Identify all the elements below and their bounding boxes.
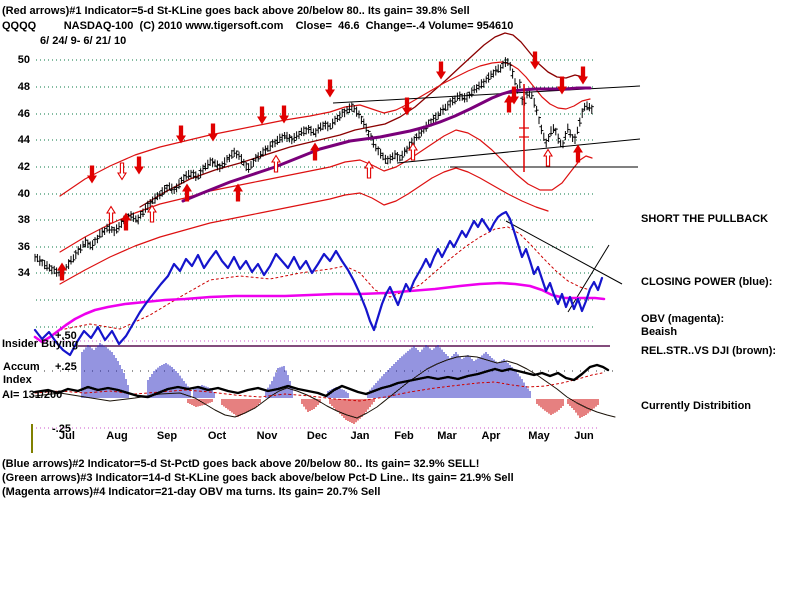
month-tick-aug: Aug	[106, 430, 128, 442]
y-axis-tick-40: 40	[17, 188, 30, 200]
indicator1-summary: (Red arrows)#1 Indicator=5-d St-KLine go…	[2, 5, 470, 17]
distribution-status: Currently Distribition	[641, 400, 752, 412]
ai-value-label: AI= 131/200	[2, 389, 63, 401]
ticker-status-line: QQQQ NASDAQ-100 (C) 2010 www.tigersoft.c…	[2, 20, 514, 32]
month-tick-mar: Mar	[437, 430, 457, 442]
osc-plus25-label: +.25	[55, 361, 77, 373]
y-axis-tick-34: 34	[17, 267, 30, 279]
short-pullback-annotation: SHORT THE PULLBACK	[641, 213, 769, 225]
month-tick-oct: Oct	[207, 430, 227, 442]
closing-power-label: CLOSING POWER (blue):	[641, 276, 773, 288]
obv-status: Beaish	[641, 326, 678, 338]
indicator3-summary: (Green arrows)#3 Indicator=14-d St-KLine…	[2, 472, 514, 484]
index-label: Index	[3, 374, 32, 386]
osc-minus25-label: -.25	[52, 423, 71, 435]
month-tick-jul: Jul	[59, 430, 75, 442]
month-tick-apr: Apr	[481, 430, 501, 442]
y-axis-tick-38: 38	[17, 214, 30, 226]
month-tick-dec: Dec	[306, 430, 328, 442]
month-tick-jun: Jun	[574, 430, 594, 442]
month-tick-feb: Feb	[394, 430, 414, 442]
indicator4-summary: (Magenta arrows)#4 Indicator=21-day OBV …	[2, 486, 381, 498]
month-tick-may: May	[528, 430, 550, 442]
y-axis-tick-36: 36	[17, 241, 30, 253]
y-axis-tick-44: 44	[17, 134, 30, 146]
relstr-label: REL.STR..VS DJI (brown):	[641, 345, 777, 357]
osc-plus50-label: +.50	[55, 330, 77, 342]
accum-label: Accum	[3, 361, 40, 373]
obv-label: OBV (magenta):	[641, 313, 725, 325]
month-tick-nov: Nov	[256, 430, 278, 442]
insider-buying-label: Insider Buying	[2, 338, 79, 350]
y-axis-tick-48: 48	[17, 81, 30, 93]
indicator2-summary: (Blue arrows)#2 Indicator=5-d St-PctD go…	[2, 458, 480, 470]
date-range: 6/ 24/ 9- 6/ 21/ 10	[40, 35, 127, 47]
y-axis-tick-42: 42	[17, 161, 30, 173]
y-axis-tick-50: 50	[17, 54, 30, 66]
month-tick-jan: Jan	[350, 430, 370, 442]
month-tick-sep: Sep	[156, 430, 178, 442]
y-axis-tick-46: 46	[17, 108, 30, 120]
